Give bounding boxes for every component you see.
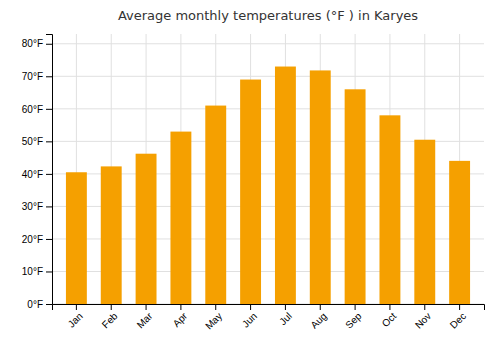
x-tick-label: Jan [66, 310, 85, 329]
y-tick-label: 50°F [22, 136, 43, 147]
x-tick: Jun [240, 304, 259, 330]
x-tick: Aug [308, 304, 328, 331]
x-tick-mark [250, 304, 251, 310]
x-tick: May [203, 304, 224, 332]
x-tick: Jan [66, 304, 85, 330]
bar [101, 166, 122, 304]
x-tick: Apr [171, 304, 190, 329]
x-tick-label: Nov [413, 310, 433, 330]
y-tick: 60°F [22, 104, 52, 115]
x-tick: Oct [380, 304, 399, 329]
x-tick-mark [320, 304, 321, 310]
y-tick-mark [46, 109, 52, 110]
y-grid-line [52, 76, 484, 77]
y-tick-mark [46, 239, 52, 240]
y-grid-line [52, 108, 484, 109]
y-axis: 0°F 10°F 20°F 30°F 40°F 50°F 60°F 70°F 80°F [22, 35, 53, 310]
bar [170, 132, 191, 304]
y-tick-label: 80°F [22, 38, 43, 49]
y-tick-mark [46, 304, 52, 305]
x-tick: Mar [135, 304, 155, 330]
bar [379, 115, 400, 304]
x-tick-label: Sep [343, 310, 364, 331]
grid [52, 34, 484, 304]
y-tick: 50°F [22, 136, 52, 147]
x-tick-mark [111, 304, 112, 310]
x-tick-mark [146, 304, 147, 310]
y-tick-label: 30°F [22, 201, 43, 212]
y-tick-mark [46, 76, 52, 77]
y-tick: 70°F [22, 71, 52, 82]
x-tick-label: Aug [308, 310, 328, 330]
bars [66, 67, 470, 304]
y-tick-mark [46, 141, 52, 142]
y-tick-label: 20°F [22, 234, 43, 245]
y-tick-label: 60°F [22, 104, 43, 115]
y-tick-mark [46, 174, 52, 175]
y-tick: 10°F [22, 266, 52, 277]
x-tick: Dec [448, 304, 468, 331]
bar [205, 106, 226, 304]
x-tick-mark [180, 304, 181, 310]
x-tick-label: Dec [448, 310, 468, 330]
y-tick-label: 10°F [22, 266, 43, 277]
bar [240, 80, 261, 304]
x-tick-label: Oct [380, 310, 399, 329]
y-axis-line [46, 35, 53, 305]
title: Average monthly temperatures (°F ) in Ka… [118, 8, 418, 23]
y-tick-mark [46, 271, 52, 272]
y-tick-mark [46, 206, 52, 207]
x-tick: Jul [277, 304, 294, 327]
x-tick-label: Jun [240, 310, 259, 329]
x-tick-label: Jul [277, 310, 294, 327]
y-tick: 80°F [22, 38, 52, 49]
x-tick-mark [389, 304, 390, 310]
y-grid-line [52, 43, 484, 44]
bar [275, 67, 296, 304]
x-axis: Jan Feb Mar Apr May Jun Jul Aug Sep Oct Nov Dec [53, 304, 485, 332]
bar [345, 89, 366, 304]
x-tick-label: Mar [135, 310, 155, 330]
x-tick-mark [76, 304, 77, 310]
x-tick-mark [459, 304, 460, 310]
bar [414, 140, 435, 304]
y-tick: 0°F [27, 299, 52, 310]
x-tick-mark [215, 304, 216, 310]
y-tick-mark [46, 44, 52, 45]
x-axis-line [53, 305, 485, 311]
x-tick-label: May [203, 310, 224, 331]
x-tick-label: Feb [100, 310, 120, 330]
x-tick: Nov [413, 304, 433, 331]
plot: 0°F 10°F 20°F 30°F 40°F 50°F 60°F 70°F 80°F Jan Fe… [22, 34, 485, 332]
y-tick-label: 0°F [27, 299, 43, 310]
y-tick: 30°F [22, 201, 52, 212]
y-tick-label: 70°F [22, 71, 43, 82]
x-tick-label: Apr [171, 310, 190, 329]
bar [66, 172, 87, 304]
chart: 0°F 10°F 20°F 30°F 40°F 50°F 60°F 70°F 80°F Jan Fe… [0, 0, 500, 350]
x-tick-mark [424, 304, 425, 310]
x-tick-mark [355, 304, 356, 310]
y-tick-label: 40°F [22, 169, 43, 180]
bar [136, 154, 157, 304]
y-tick: 20°F [22, 234, 52, 245]
x-tick: Feb [100, 304, 120, 330]
x-tick: Sep [343, 304, 364, 331]
bar [310, 70, 331, 304]
y-tick: 40°F [22, 169, 52, 180]
bar [449, 161, 470, 304]
x-tick-mark [285, 304, 286, 310]
